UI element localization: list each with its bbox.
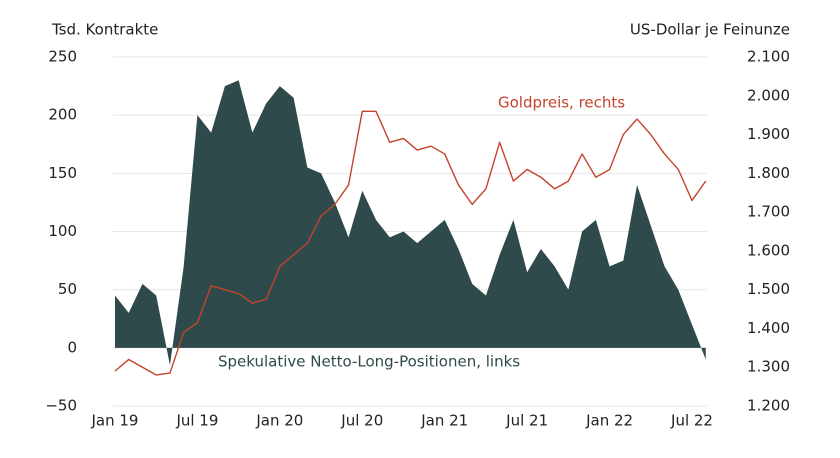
y-tick-label: 100 — [48, 222, 77, 240]
x-tick-label: Jan 20 — [255, 412, 303, 430]
y-axis-title: Tsd. Kontrakte — [51, 21, 158, 39]
area — [115, 80, 706, 366]
y2-axis-title: US-Dollar je Feinunze — [630, 21, 790, 39]
x-tick-label: Jul 19 — [175, 412, 218, 430]
y-tick-label: 50 — [58, 280, 77, 298]
y-tick-label: 200 — [48, 106, 77, 124]
x-tick-label: Jul 21 — [505, 412, 548, 430]
y2-tick-label: 2.000 — [747, 86, 790, 104]
y2-tick-label: 1.400 — [747, 319, 790, 337]
y-tick-label: 150 — [48, 164, 77, 182]
series-label: Goldpreis, rechts — [498, 94, 625, 112]
x-tick-label: Jan 19 — [91, 412, 139, 430]
y2-tick-label: 1.700 — [747, 203, 790, 221]
x-tick-label: Jul 20 — [340, 412, 383, 430]
y2-tick-label: 1.800 — [747, 164, 790, 182]
y2-tick-label: 1.600 — [747, 241, 790, 259]
line — [114, 110, 707, 376]
y-tick-label: −50 — [45, 397, 77, 415]
y-tick-label: 0 — [67, 338, 77, 356]
series-label: Spekulative Netto-Long-Positionen, links — [218, 353, 520, 371]
y2-tick-label: 1.200 — [747, 397, 790, 415]
y2-tick-label: 1.300 — [747, 358, 790, 376]
y2-tick-label: 1.500 — [747, 280, 790, 298]
x-tick-label: Jul 22 — [670, 412, 713, 430]
x-tick-label: Jan 21 — [420, 412, 468, 430]
y2-tick-label: 2.100 — [747, 48, 790, 66]
x-tick-label: Jan 22 — [585, 412, 633, 430]
y-tick-label: 250 — [48, 48, 77, 66]
y2-tick-label: 1.900 — [747, 125, 790, 143]
